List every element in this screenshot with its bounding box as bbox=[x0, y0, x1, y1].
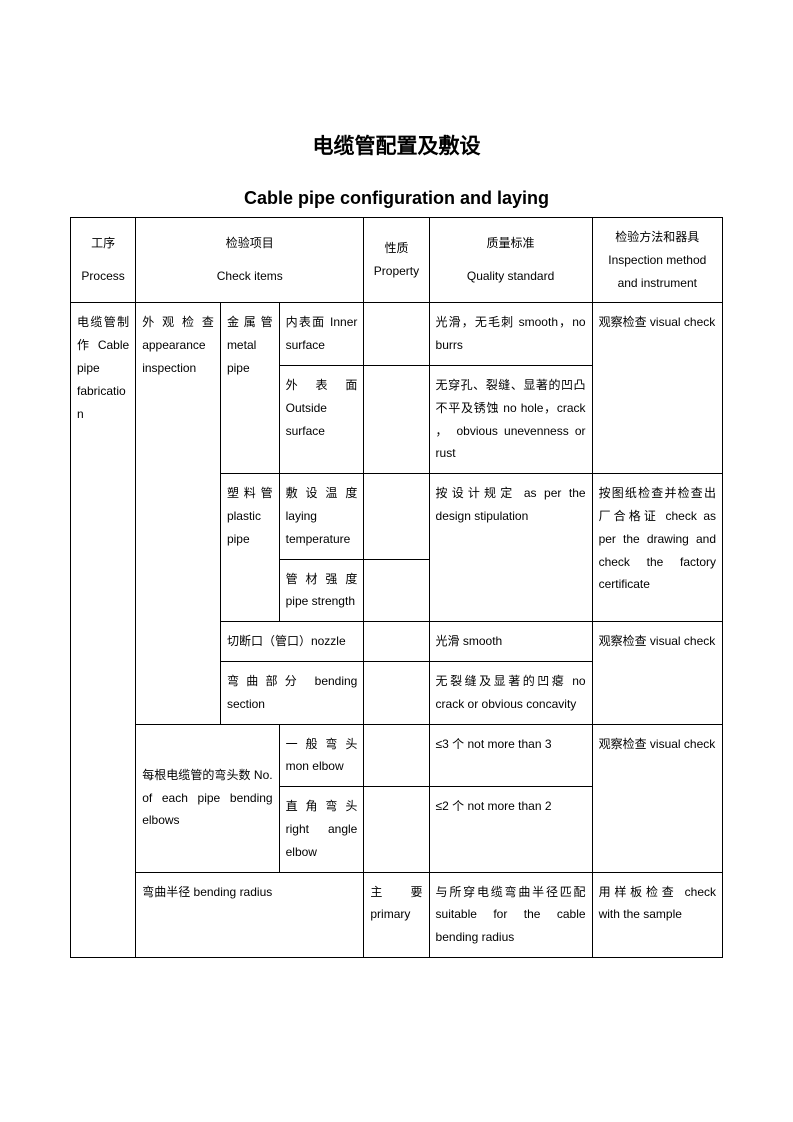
cell-visual-check: 观察检查 visual check bbox=[592, 622, 722, 724]
cell-nozzle: 切断口（管口）nozzle bbox=[220, 622, 363, 662]
header-check: 检验项目 Check items bbox=[136, 218, 364, 303]
cell-visual-check: 观察检查 visual check bbox=[592, 303, 722, 474]
cell-mon-elbow: 一般弯头 mon elbow bbox=[279, 724, 364, 787]
header-quality-en: Quality standard bbox=[436, 265, 586, 288]
cell-outside-quality: 无穿孔、裂缝、显著的凹凸不平及锈蚀 no hole，crack ， obviou… bbox=[429, 365, 592, 473]
header-quality-zh: 质量标准 bbox=[436, 232, 586, 255]
cell-property-empty bbox=[364, 365, 429, 473]
cell-laying-temp: 敷设温度 laying temperature bbox=[279, 474, 364, 559]
cell-property-empty bbox=[364, 622, 429, 662]
cell-radius-quality: 与所穿电缆弯曲半径匹配 suitable for the cable bendi… bbox=[429, 872, 592, 957]
table-row: 电缆管制作 Cable pipe fabrication 外观检查 appear… bbox=[71, 303, 723, 366]
cell-design-stip: 按设计规定 as per the design stipulation bbox=[429, 474, 592, 622]
header-quality: 质量标准 Quality standard bbox=[429, 218, 592, 303]
cell-elbows-count: 每根电缆管的弯头数 No. of each pipe bending elbow… bbox=[136, 724, 279, 872]
cell-drawing-check: 按图纸检查并检查出厂合格证 check as per the drawing a… bbox=[592, 474, 722, 622]
cell-bending-section: 弯曲部分 bending section bbox=[220, 661, 363, 724]
header-row: 工序 Process 检验项目 Check items 性质 Property … bbox=[71, 218, 723, 303]
document-page: 电缆管配置及敷设 Cable pipe configuration and la… bbox=[0, 0, 793, 1018]
header-check-en: Check items bbox=[142, 265, 357, 288]
cell-bending-quality: 无裂缝及显著的凹瘪 no crack or obvious concavity bbox=[429, 661, 592, 724]
cell-visual-check: 观察检查 visual check bbox=[592, 724, 722, 872]
cell-property-empty bbox=[364, 474, 429, 559]
header-method-en: Inspection method and instrument bbox=[599, 249, 716, 295]
spec-table: 工序 Process 检验项目 Check items 性质 Property … bbox=[70, 217, 723, 958]
cell-outside-surface: 外表面 Outside surface bbox=[279, 365, 364, 473]
cell-appearance: 外观检查 appearance inspection bbox=[136, 303, 221, 724]
header-property-zh: 性质 bbox=[370, 237, 422, 260]
cell-property-empty bbox=[364, 787, 429, 872]
cell-bending-radius: 弯曲半径 bending radius bbox=[136, 872, 364, 957]
cell-property-empty bbox=[364, 661, 429, 724]
title-english: Cable pipe configuration and laying bbox=[70, 188, 723, 209]
table-row: 弯曲半径 bending radius 主要 primary 与所穿电缆弯曲半径… bbox=[71, 872, 723, 957]
cell-smooth: 光滑 smooth bbox=[429, 622, 592, 662]
cell-right-elbow: 直角弯头 right angle elbow bbox=[279, 787, 364, 872]
table-row: 每根电缆管的弯头数 No. of each pipe bending elbow… bbox=[71, 724, 723, 787]
cell-property-empty bbox=[364, 724, 429, 787]
header-property-en: Property bbox=[370, 260, 422, 283]
cell-mon-quality: ≤3 个 not more than 3 bbox=[429, 724, 592, 787]
header-process: 工序 Process bbox=[71, 218, 136, 303]
cell-inner-surface: 内表面 Inner surface bbox=[279, 303, 364, 366]
cell-pipe-strength: 管材强度 pipe strength bbox=[279, 559, 364, 622]
header-property: 性质 Property bbox=[364, 218, 429, 303]
cell-plastic-pipe: 塑料管 plastic pipe bbox=[220, 474, 279, 622]
header-process-zh: 工序 bbox=[77, 232, 129, 255]
cell-sample-check: 用样板检查 check with the sample bbox=[592, 872, 722, 957]
cell-inner-quality: 光滑，无毛刺 smooth，no burrs bbox=[429, 303, 592, 366]
header-check-zh: 检验项目 bbox=[142, 232, 357, 255]
cell-property-empty bbox=[364, 303, 429, 366]
cell-primary: 主要 primary bbox=[364, 872, 429, 957]
cell-property-empty bbox=[364, 559, 429, 622]
header-process-en: Process bbox=[77, 265, 129, 288]
title-chinese: 电缆管配置及敷设 bbox=[70, 130, 723, 160]
cell-right-quality: ≤2 个 not more than 2 bbox=[429, 787, 592, 872]
header-method: 检验方法和器具 Inspection method and instrument bbox=[592, 218, 722, 303]
cell-metal-pipe: 金属管 metal pipe bbox=[220, 303, 279, 474]
header-method-zh: 检验方法和器具 bbox=[599, 226, 716, 249]
cell-process: 电缆管制作 Cable pipe fabrication bbox=[71, 303, 136, 958]
